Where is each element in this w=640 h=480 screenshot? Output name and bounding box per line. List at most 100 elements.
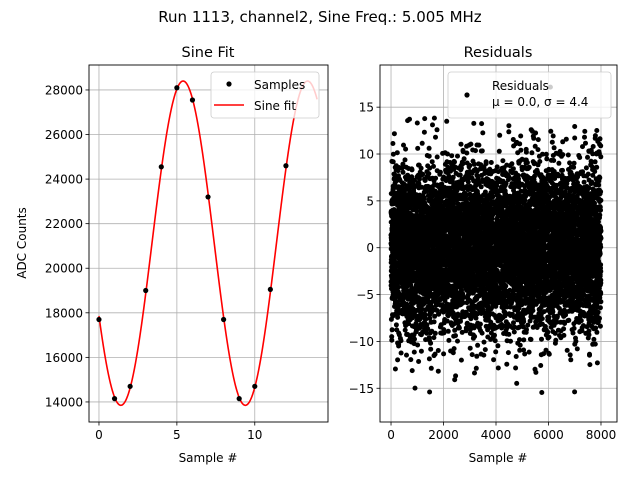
residual-point bbox=[480, 130, 486, 136]
residual-point bbox=[400, 161, 406, 167]
residual-point bbox=[390, 141, 396, 146]
residual-point bbox=[428, 365, 434, 371]
residual-point bbox=[496, 148, 502, 154]
residual-point bbox=[471, 120, 477, 126]
residual-point bbox=[412, 336, 417, 342]
residual-point bbox=[455, 153, 460, 159]
residual-point bbox=[468, 141, 474, 147]
residual-point bbox=[428, 340, 434, 346]
residual-point bbox=[511, 329, 517, 335]
residual-point bbox=[453, 333, 458, 339]
residual-point bbox=[449, 153, 455, 159]
residual-point bbox=[434, 127, 440, 133]
residuals-xtick-label: 2000 bbox=[428, 428, 459, 442]
residual-point bbox=[513, 365, 519, 371]
residual-point bbox=[412, 385, 418, 391]
residual-point bbox=[452, 159, 457, 165]
sine-fit-line bbox=[98, 80, 318, 407]
residuals-title: Residuals bbox=[464, 45, 533, 61]
residual-point bbox=[408, 357, 414, 363]
residuals-ytick-label: −15 bbox=[349, 382, 374, 396]
residuals-xlabel: Sample # bbox=[469, 451, 528, 465]
residual-point bbox=[506, 129, 512, 135]
residual-point bbox=[513, 354, 519, 359]
residual-point bbox=[394, 150, 400, 156]
residual-point bbox=[431, 115, 437, 121]
residual-point bbox=[389, 327, 395, 333]
residuals-xtick-label: 8000 bbox=[586, 428, 617, 442]
residual-point bbox=[412, 177, 417, 183]
sample-point bbox=[96, 316, 102, 323]
residual-point bbox=[467, 345, 473, 351]
residual-point bbox=[398, 350, 404, 356]
sample-point bbox=[283, 163, 289, 169]
sample-point bbox=[221, 316, 227, 323]
residual-point bbox=[400, 169, 406, 175]
legend-samples-marker bbox=[226, 81, 232, 87]
residual-point bbox=[411, 349, 417, 355]
residual-point bbox=[465, 179, 471, 185]
legend-fit-label: Sine fit bbox=[254, 99, 296, 113]
residual-point bbox=[458, 357, 464, 363]
residual-point bbox=[398, 338, 404, 344]
residual-point bbox=[389, 337, 395, 343]
sine-fit-frame bbox=[88, 64, 329, 423]
residual-point bbox=[467, 163, 473, 168]
residual-point bbox=[415, 342, 421, 348]
residual-point bbox=[431, 319, 437, 325]
sample-point bbox=[111, 396, 118, 402]
residual-point bbox=[433, 175, 439, 181]
residual-point bbox=[455, 338, 460, 344]
sine-fit-xtick-label: 10 bbox=[247, 428, 262, 442]
residual-point bbox=[403, 146, 409, 152]
residual-point bbox=[441, 351, 447, 357]
residual-point bbox=[399, 165, 405, 171]
sine-fit-ytick-label: 18000 bbox=[45, 306, 83, 320]
residual-point bbox=[434, 154, 440, 160]
residual-point bbox=[446, 337, 452, 343]
residual-point bbox=[445, 328, 451, 334]
residual-point bbox=[418, 348, 424, 354]
residual-point bbox=[402, 327, 408, 333]
residual-point bbox=[488, 160, 494, 165]
residual-point bbox=[472, 334, 478, 339]
residual-points bbox=[388, 84, 604, 395]
residual-point bbox=[401, 142, 406, 148]
residuals-xtick-label: 0 bbox=[387, 428, 395, 442]
residual-point bbox=[473, 148, 478, 154]
residual-point bbox=[426, 171, 432, 177]
residual-point bbox=[416, 359, 422, 364]
residual-point bbox=[474, 353, 480, 359]
residual-point bbox=[390, 151, 396, 157]
residual-point bbox=[492, 338, 498, 344]
residual-point bbox=[469, 352, 475, 358]
sine-fit-ytick-label: 20000 bbox=[45, 262, 83, 276]
residual-point bbox=[427, 389, 433, 395]
residual-point bbox=[479, 148, 485, 154]
residual-point bbox=[395, 357, 401, 363]
residual-point bbox=[418, 165, 424, 171]
residual-point bbox=[395, 284, 401, 290]
residual-point bbox=[506, 123, 512, 129]
residual-point bbox=[475, 342, 481, 348]
sample-point bbox=[143, 287, 149, 294]
residual-point bbox=[393, 322, 399, 328]
sine-fit-grid bbox=[89, 65, 328, 422]
residual-point bbox=[492, 332, 497, 338]
residual-point bbox=[456, 325, 462, 331]
residuals-ytick-label: 15 bbox=[359, 101, 374, 115]
sample-point bbox=[174, 85, 180, 91]
residual-point bbox=[481, 339, 487, 345]
residual-point bbox=[491, 357, 497, 363]
sine-fit-ytick-label: 16000 bbox=[45, 351, 83, 365]
residual-point bbox=[508, 338, 513, 344]
residuals-ytick-label: 10 bbox=[359, 148, 374, 162]
sine-fit-axes: Sine Fit Sample # ADC Counts 0 5 101400016… bbox=[15, 45, 329, 465]
residuals-ytick-label: −5 bbox=[356, 288, 374, 302]
residual-point bbox=[495, 365, 501, 371]
sine-fit-ytick-label: 24000 bbox=[45, 173, 83, 187]
figure-suptitle: Run 1113, channel2, Sine Freq.: 5.005 MH… bbox=[158, 8, 482, 26]
sine-fit-ytick-label: 28000 bbox=[45, 83, 83, 97]
legend-box bbox=[210, 71, 320, 119]
